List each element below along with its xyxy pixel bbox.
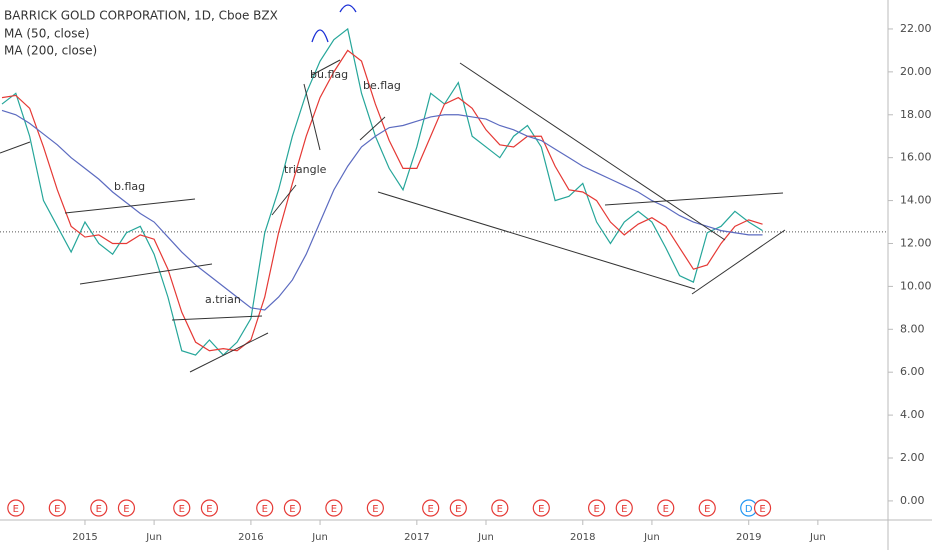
event-label: E: [455, 504, 461, 515]
event-marker: [422, 499, 440, 517]
event-label: E: [13, 504, 19, 515]
event-marker: [698, 499, 716, 517]
y-tick-label: 10.00: [900, 279, 932, 292]
annotations: b.flag a.trian triangle bu.flag be.flag: [114, 68, 401, 306]
event-label: E: [621, 504, 627, 515]
y-tick-label: 22.00: [900, 22, 932, 35]
event-marker: [200, 499, 219, 517]
event-label: E: [123, 504, 129, 515]
event-label: E: [497, 504, 503, 515]
event-label: E: [54, 504, 60, 515]
event-label: E: [289, 504, 295, 515]
x-tick-label: 2017: [404, 532, 429, 543]
trendlines: [0, 4, 786, 373]
event-marker: [491, 499, 509, 517]
ma-line: [1, 49, 763, 352]
trendline: [79, 263, 213, 285]
annotation: triangle: [284, 163, 327, 176]
event-label: E: [538, 504, 544, 515]
event-label: E: [759, 504, 765, 515]
x-tick-label: 2016: [238, 532, 263, 543]
annotation: a.trian: [205, 293, 241, 306]
legend-entry: MA (50, close): [4, 27, 90, 41]
y-tick-label: 16.00: [900, 151, 932, 164]
x-tick-label: Jun: [643, 532, 660, 543]
trendline: [189, 332, 269, 373]
event-marker: [48, 499, 66, 517]
event-marker: [657, 499, 675, 517]
event-label: E: [428, 504, 434, 515]
chart-title: BARRICK GOLD CORPORATION, 1D, Cboe BZX: [4, 9, 278, 23]
y-tick-label: 20.00: [900, 65, 932, 78]
trendline: [311, 59, 341, 76]
annotation: bu.flag: [310, 68, 348, 81]
event-marker: [366, 499, 384, 517]
event-marker: [283, 499, 301, 517]
event-marker: [588, 499, 606, 517]
annotation: b.flag: [114, 180, 145, 193]
event-marker: [325, 499, 343, 517]
event-label: E: [262, 504, 268, 515]
x-tick-label: Jun: [477, 532, 494, 543]
event-marker: [256, 499, 274, 517]
x-tick-label: 2018: [570, 532, 595, 543]
trendline: [604, 192, 784, 206]
trendline: [271, 184, 297, 216]
trendline: [359, 116, 386, 141]
trendline: [691, 229, 786, 295]
trendline: [459, 62, 726, 241]
event-label: E: [331, 504, 337, 515]
x-tick-label: Jun: [145, 532, 162, 543]
x-tick-label: Jun: [809, 532, 826, 543]
event-label: E: [704, 504, 710, 515]
trendline: [377, 191, 696, 290]
event-label: E: [372, 504, 378, 515]
event-marker: [117, 499, 136, 517]
event-marker: [753, 499, 772, 517]
trendline: [0, 141, 31, 154]
y-tick-label: 8.00: [900, 322, 925, 335]
trendline: [171, 315, 263, 321]
event-marker: [449, 499, 467, 517]
arc-marks: [311, 4, 357, 43]
y-tick-label: 12.00: [900, 236, 932, 249]
y-tick-label: 0.00: [900, 494, 925, 507]
event-label: E: [179, 504, 185, 515]
event-marker: [615, 499, 633, 517]
trendline: [64, 198, 196, 214]
legend-entry: MA (200, close): [4, 44, 97, 58]
event-marker: [7, 499, 25, 517]
event-label: E: [206, 504, 212, 515]
event-marker: [532, 499, 550, 517]
y-tick-label: 2.00: [900, 451, 925, 464]
y-tick-label: 4.00: [900, 408, 925, 421]
x-tick-label: Jun: [311, 532, 328, 543]
y-tick-label: 6.00: [900, 365, 925, 378]
event-label: E: [593, 504, 599, 515]
event-marker: [90, 499, 108, 517]
event-label: E: [96, 504, 102, 515]
y-tick-label: 14.00: [900, 194, 932, 207]
event-marker: [173, 499, 191, 517]
event-label: D: [745, 504, 753, 515]
x-tick-label: 2015: [72, 532, 97, 543]
price-line: [1, 27, 763, 356]
x-tick-label: 2019: [736, 532, 761, 543]
y-tick-label: 18.00: [900, 108, 932, 121]
event-label: E: [663, 504, 669, 515]
trendline: [303, 83, 321, 151]
ma-line: [1, 109, 763, 311]
annotation: be.flag: [363, 79, 401, 92]
